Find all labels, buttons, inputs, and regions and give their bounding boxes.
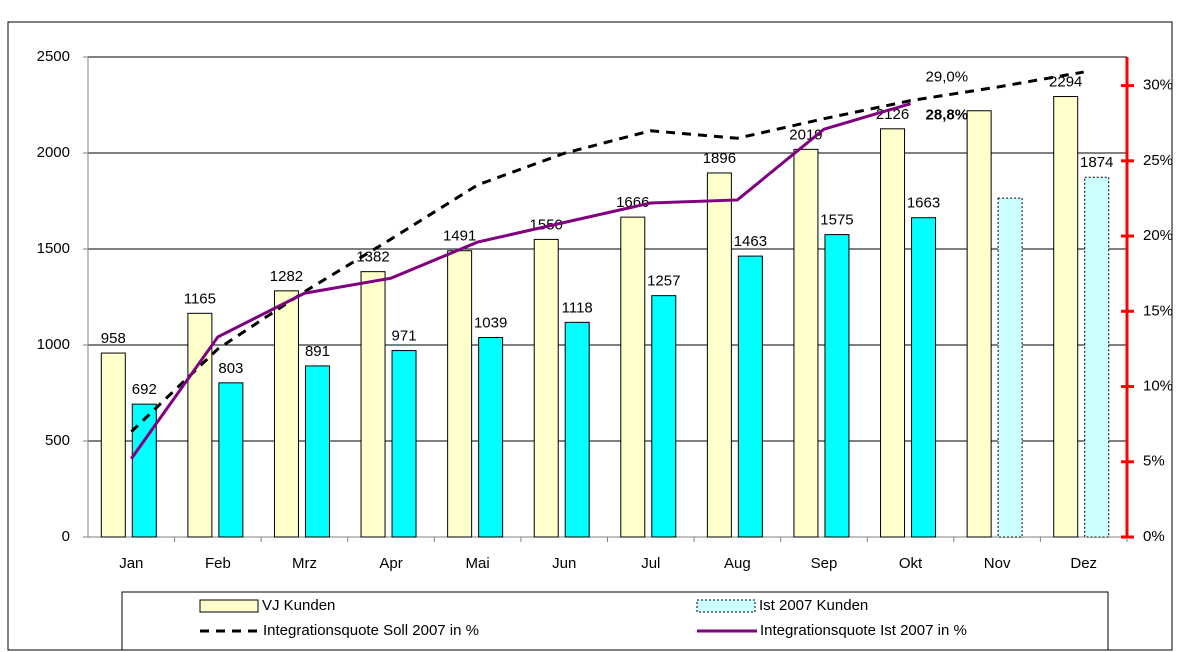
data-label: 1282 [270, 268, 303, 285]
bar [273, 290, 299, 538]
y2-tick-label: 5% [1143, 453, 1165, 470]
y2-tick-label: 15% [1143, 302, 1173, 319]
y2-tick-label: 20% [1143, 227, 1173, 244]
data-label: 1575 [820, 212, 853, 229]
bar [360, 271, 386, 538]
bar [131, 403, 157, 538]
bar [218, 382, 244, 538]
y2-tick-label: 0% [1143, 528, 1165, 545]
x-tick-label: Nov [984, 555, 1011, 572]
y-tick-label: 0 [62, 528, 70, 545]
x-tick-label: Jan [119, 555, 143, 572]
data-label: 1491 [443, 228, 476, 245]
bar [478, 337, 504, 538]
data-label: 1165 [184, 290, 216, 307]
data-label: 1257 [647, 273, 680, 290]
bar [966, 110, 992, 538]
data-label: 803 [218, 360, 243, 377]
data-label: 1896 [703, 150, 736, 167]
bar [706, 172, 732, 538]
data-label: 958 [101, 330, 126, 347]
line [130, 102, 911, 460]
bar [391, 350, 417, 538]
data-label: 28,8% [926, 107, 969, 124]
y2-tick-label: 25% [1143, 152, 1173, 169]
y2-tick-label: 30% [1143, 77, 1173, 94]
data-label: 692 [132, 381, 157, 398]
x-tick-label: Sep [811, 555, 838, 572]
y-tick-label: 2500 [37, 48, 70, 65]
bar [737, 255, 763, 538]
data-label: 1666 [616, 194, 649, 211]
y-tick-label: 2000 [37, 144, 70, 161]
y2-tick-label: 10% [1143, 377, 1173, 394]
x-tick-label: Feb [205, 555, 231, 572]
x-tick-label: Apr [379, 555, 402, 572]
bar [824, 234, 850, 538]
data-label: 1663 [907, 195, 940, 212]
bar [564, 321, 590, 538]
data-label: 1039 [474, 314, 507, 331]
legend-swatch [696, 599, 756, 613]
data-label: 1463 [734, 233, 767, 250]
y-tick-label: 1500 [37, 240, 70, 257]
legend-box [121, 591, 1109, 651]
bar [1053, 96, 1079, 538]
data-label: 971 [392, 328, 417, 345]
y-tick-label: 1000 [37, 336, 70, 353]
bar [651, 295, 677, 538]
bar [447, 250, 473, 538]
bar [533, 238, 559, 538]
legend-label: Ist 2007 Kunden [759, 597, 868, 614]
bar [880, 128, 906, 538]
bar [620, 216, 646, 538]
x-tick-label: Okt [899, 555, 923, 572]
x-tick-label: Dez [1070, 555, 1097, 572]
data-label: 1874 [1080, 154, 1113, 171]
bar [911, 217, 937, 538]
legend-label: Integrationsquote Soll 2007 in % [263, 622, 479, 639]
x-tick-label: Mai [466, 555, 490, 572]
data-label: 1382 [356, 249, 389, 266]
legend-swatch [199, 599, 259, 613]
data-label: 891 [305, 343, 330, 360]
line [130, 70, 1084, 433]
data-label: 2019 [789, 126, 822, 143]
bar [793, 148, 819, 538]
bar [997, 197, 1023, 538]
x-tick-label: Aug [724, 555, 751, 572]
data-label: 29,0% [926, 69, 969, 86]
data-label: 1118 [562, 299, 593, 316]
x-tick-label: Jun [552, 555, 576, 572]
x-tick-label: Jul [641, 555, 660, 572]
y-tick-label: 500 [45, 432, 70, 449]
legend-label: Integrationsquote Ist 2007 in % [760, 622, 967, 639]
bar [187, 312, 213, 538]
bar [1084, 176, 1110, 538]
x-tick-label: Mrz [292, 555, 317, 572]
bar [304, 365, 330, 538]
data-label: 2294 [1049, 74, 1082, 91]
bar [100, 352, 126, 538]
legend-label: VJ Kunden [262, 597, 335, 614]
